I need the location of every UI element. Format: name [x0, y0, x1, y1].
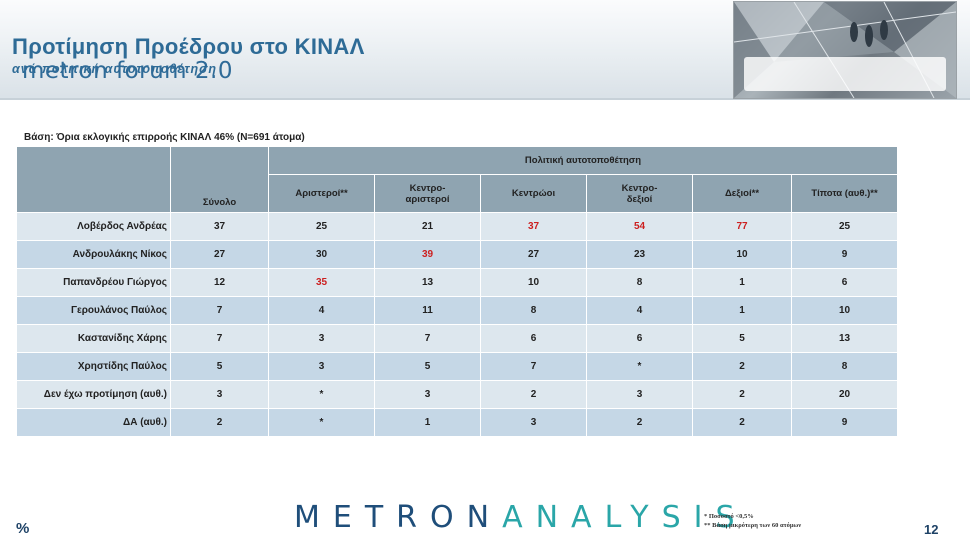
value-cell: *: [586, 352, 693, 381]
value-cell: 3: [268, 352, 375, 381]
value-cell: 9: [791, 408, 898, 437]
value-cell: 3: [268, 324, 375, 353]
total-cell: 5: [170, 352, 269, 381]
value-cell: 8: [791, 352, 898, 381]
table-row: Παπανδρέου Γιώργος 12 35 13 10 8 1 6: [16, 268, 898, 297]
logo-text: metron forum 2.0: [22, 58, 233, 84]
footnote-1: * Ποσοστό <0,5%: [704, 513, 754, 520]
table-row: Χρηστίδης Παύλος 5 3 5 7 * 2 8: [16, 352, 898, 381]
footnotes: * Ποσοστό <0,5% ** Βάση μικρότερη των 60…: [704, 512, 801, 530]
table-row: Ανδρουλάκης Νίκος 27 30 39 27 23 10 9: [16, 240, 898, 269]
row-label: Δεν έχω προτίμηση (αυθ.): [16, 380, 171, 409]
value-cell: 9: [791, 240, 898, 269]
value-cell: 21: [374, 212, 481, 241]
value-cell: 2: [480, 380, 587, 409]
value-cell: 8: [586, 268, 693, 297]
total-cell: 12: [170, 268, 269, 297]
value-cell: 10: [480, 268, 587, 297]
value-cell: 4: [268, 296, 375, 325]
metron-forum-logo: [733, 1, 957, 99]
group-header: Πολιτική αυτοτοποθέτηση: [268, 146, 898, 175]
column-header: Κεντρώοι: [480, 174, 587, 213]
value-cell: 1: [692, 268, 792, 297]
value-cell: 20: [791, 380, 898, 409]
row-label: Χρηστίδης Παύλος: [16, 352, 171, 381]
slide-subtitle: ανά πολιτική αυτοτοποθέτηση: [12, 62, 218, 76]
column-header: Κεντρο-δεξιοί: [586, 174, 693, 213]
table-row: Λοβέρδος Ανδρέας 37 25 21 37 54 77 25: [16, 212, 898, 241]
value-cell: 25: [268, 212, 375, 241]
column-header-row: Αριστεροί** Κεντρο-αριστεροί Κεντρώοι Κεντρ…: [17, 174, 898, 213]
value-cell: 1: [692, 296, 792, 325]
value-cell: 7: [480, 352, 587, 381]
brand-part-metron: METRON: [294, 500, 503, 535]
brand-part-analysis: ANALYSIS: [502, 500, 748, 535]
results-table: Σύνολο Πολιτική αυτοτοποθέτηση Αριστεροί…: [16, 146, 898, 437]
slide-title: Προτίμηση Προέδρου στο ΚΙΝΑΛ: [12, 34, 365, 59]
percent-sign: %: [16, 520, 30, 537]
value-cell: 1: [374, 408, 481, 437]
table-row: Δεν έχω προτίμηση (αυθ.) 3 * 3 2 3 2 20: [16, 380, 898, 409]
total-cell: 7: [170, 324, 269, 353]
value-cell: 2: [692, 352, 792, 381]
value-cell: 6: [791, 268, 898, 297]
total-cell: 7: [170, 296, 269, 325]
column-header: Τίποτα (αυθ.)**: [791, 174, 898, 213]
value-cell: 6: [586, 324, 693, 353]
value-cell: 2: [586, 408, 693, 437]
value-cell: 27: [480, 240, 587, 269]
value-cell: 37: [480, 212, 587, 241]
value-cell: 54: [586, 212, 693, 241]
sample-basis-note: Βάση: Όρια εκλογικής επιρροής ΚΙΝΑΛ 46% …: [24, 132, 305, 143]
value-cell: 7: [374, 324, 481, 353]
total-cell: 27: [170, 240, 269, 269]
value-cell: 3: [374, 380, 481, 409]
value-cell: 3: [586, 380, 693, 409]
table-row: Καστανίδης Χάρης 7 3 7 6 6 5 13: [16, 324, 898, 353]
value-cell: 13: [374, 268, 481, 297]
logo-label-panel: [744, 57, 946, 91]
value-cell: 30: [268, 240, 375, 269]
value-cell: 2: [692, 380, 792, 409]
value-cell: *: [268, 380, 375, 409]
row-label: Λοβέρδος Ανδρέας: [16, 212, 171, 241]
metron-analysis-logo: METRONANALYSIS: [294, 500, 748, 535]
table-row: ΔΑ (αυθ.) 2 * 1 3 2 2 9: [16, 408, 898, 437]
total-column-header: Σύνολο: [170, 146, 269, 213]
value-cell: 39: [374, 240, 481, 269]
value-cell: 5: [692, 324, 792, 353]
value-cell: 13: [791, 324, 898, 353]
value-cell: 4: [586, 296, 693, 325]
value-cell: 6: [480, 324, 587, 353]
column-header: Δεξιοί**: [692, 174, 792, 213]
value-cell: 10: [791, 296, 898, 325]
value-cell: 35: [268, 268, 375, 297]
value-cell: 11: [374, 296, 481, 325]
table-body: Λοβέρδος Ανδρέας 37 25 21 37 54 77 25 Ανδρουλάκη…: [16, 212, 898, 437]
header-divider: [0, 98, 970, 100]
value-cell: 2: [692, 408, 792, 437]
row-label: ΔΑ (αυθ.): [16, 408, 171, 437]
row-label: Παπανδρέου Γιώργος: [16, 268, 171, 297]
footnote-2: ** Βάση μικρότερη των 60 ατόμων: [704, 522, 802, 529]
row-label: Καστανίδης Χάρης: [16, 324, 171, 353]
table-corner: [16, 146, 171, 213]
value-cell: 77: [692, 212, 792, 241]
value-cell: 5: [374, 352, 481, 381]
total-cell: 37: [170, 212, 269, 241]
total-cell: 2: [170, 408, 269, 437]
value-cell: *: [268, 408, 375, 437]
page-number: 12: [924, 522, 939, 537]
value-cell: 10: [692, 240, 792, 269]
row-label: Γερουλάνος Παύλος: [16, 296, 171, 325]
value-cell: 3: [480, 408, 587, 437]
column-header: Αριστεροί**: [268, 174, 375, 213]
total-cell: 3: [170, 380, 269, 409]
column-header: Κεντρο-αριστεροί: [374, 174, 481, 213]
value-cell: 23: [586, 240, 693, 269]
value-cell: 25: [791, 212, 898, 241]
value-cell: 8: [480, 296, 587, 325]
row-label: Ανδρουλάκης Νίκος: [16, 240, 171, 269]
table-row: Γερουλάνος Παύλος 7 4 11 8 4 1 10: [16, 296, 898, 325]
